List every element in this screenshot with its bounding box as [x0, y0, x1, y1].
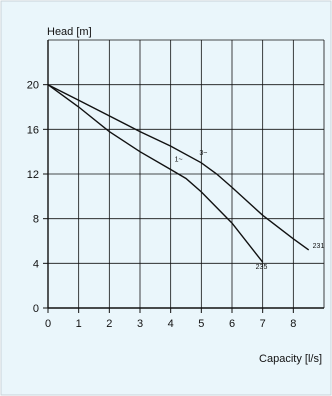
x-tick-label: 7 — [260, 318, 266, 330]
x-tick-label: 0 — [45, 318, 51, 330]
x-tick-label: 4 — [168, 318, 174, 330]
curve-end-label: 235 — [256, 264, 268, 271]
curve-three-phase — [47, 84, 310, 251]
curve-end-label: 231 — [313, 243, 325, 250]
x-tick-label: 6 — [229, 318, 235, 330]
y-tick-label: 20 — [27, 80, 39, 92]
y-tick-label: 4 — [33, 258, 39, 270]
x-tick-label: 5 — [198, 318, 204, 330]
curve-name-label: 3~ — [199, 150, 207, 157]
curve-single-phase — [47, 84, 264, 263]
x-tick-label: 8 — [290, 318, 296, 330]
x-tick-label: 1 — [76, 318, 82, 330]
y-tick-label: 0 — [33, 303, 39, 315]
x-axis-title: Capacity [l/s] — [259, 353, 322, 365]
curves: 3~ 231 1~ 235 — [47, 84, 325, 271]
x-tick-label: 2 — [106, 318, 112, 330]
y-tick-label: 8 — [33, 214, 39, 226]
x-tick-label: 3 — [137, 318, 143, 330]
y-tick-label: 16 — [27, 124, 39, 136]
grid — [43, 39, 325, 313]
curve-name-label: 1~ — [175, 157, 183, 164]
y-axis-title: Head [m] — [47, 26, 92, 38]
y-tick-label: 12 — [27, 169, 39, 181]
